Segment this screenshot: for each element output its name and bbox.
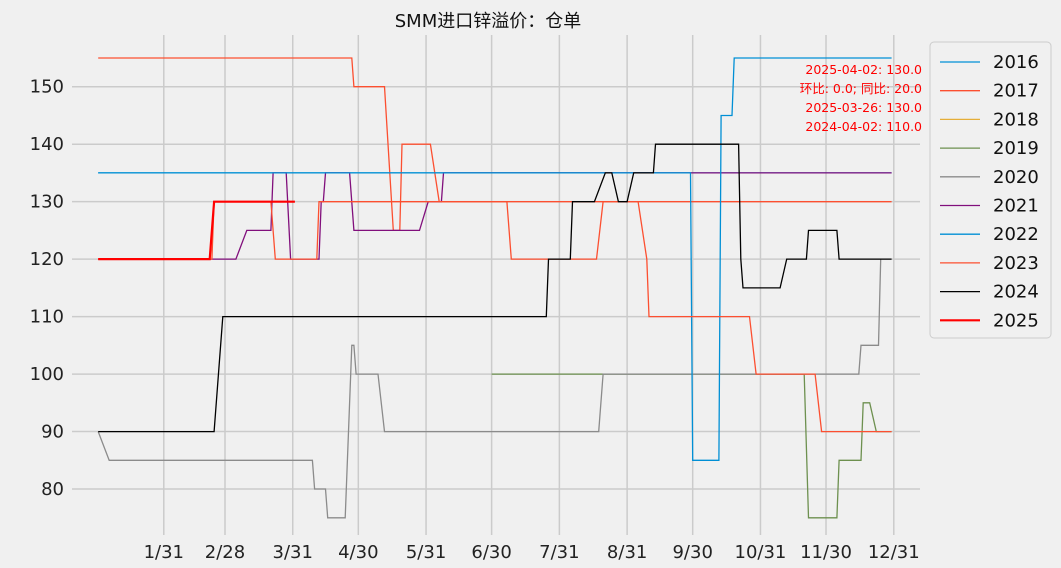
x-tick-label: 6/30 (471, 542, 511, 563)
legend-label-2016: 2016 (993, 52, 1039, 73)
series-line-2019 (491, 373, 892, 519)
series-line-2025 (98, 200, 295, 261)
x-tick-label: 5/31 (406, 542, 446, 563)
chart-title: SMM进口锌溢价：仓单 (395, 11, 582, 32)
x-tick-label: 10/31 (735, 542, 787, 563)
x-tick-label: 7/31 (539, 542, 579, 563)
legend-label-2023: 2023 (993, 253, 1039, 274)
series-line-2022 (98, 57, 892, 461)
x-tick-label: 1/31 (144, 542, 184, 563)
x-tick-label: 4/30 (338, 542, 378, 563)
y-tick-label: 130 (30, 192, 64, 213)
x-tick-label: 8/31 (607, 542, 647, 563)
legend-label-2024: 2024 (993, 282, 1039, 303)
legend-label-2025: 2025 (993, 310, 1039, 331)
legend-label-2019: 2019 (993, 138, 1039, 159)
series-line-2024 (98, 143, 892, 433)
annotation-text: 2025-04-02: 130.0 (805, 62, 922, 77)
x-tick-label: 11/30 (800, 542, 852, 563)
y-tick-label: 100 (30, 364, 64, 385)
series-line-2020 (97, 259, 882, 519)
legend-frame (929, 41, 1052, 339)
y-tick-label: 80 (41, 479, 64, 500)
legend-label-2021: 2021 (993, 196, 1039, 217)
series-line-2021 (98, 172, 892, 260)
legend: 2016 2017 2018 2019 2020 2021 2022 2023 2024 2025 (929, 41, 1052, 339)
legend-label-2020: 2020 (993, 167, 1039, 188)
y-tick-label: 90 (41, 422, 64, 443)
legend-label-2017: 2017 (993, 81, 1039, 102)
x-tick-label: 2/28 (205, 542, 245, 563)
x-tick-label: 12/31 (868, 542, 920, 563)
annotation-text: 环比: 0.0; 同比: 20.0 (800, 81, 922, 96)
x-tick-label: 3/31 (273, 542, 313, 563)
annotation-text: 2024-04-02: 110.0 (805, 119, 922, 134)
x-tick-label: 9/30 (672, 542, 712, 563)
y-tick-label: 150 (30, 77, 64, 98)
y-tick-label: 120 (30, 249, 64, 270)
y-tick-label: 140 (30, 134, 64, 155)
y-tick-label: 110 (30, 307, 64, 328)
legend-label-2018: 2018 (993, 109, 1039, 130)
legend-label-2022: 2022 (993, 224, 1039, 245)
annotation-text: 2025-03-26: 130.0 (805, 100, 922, 115)
